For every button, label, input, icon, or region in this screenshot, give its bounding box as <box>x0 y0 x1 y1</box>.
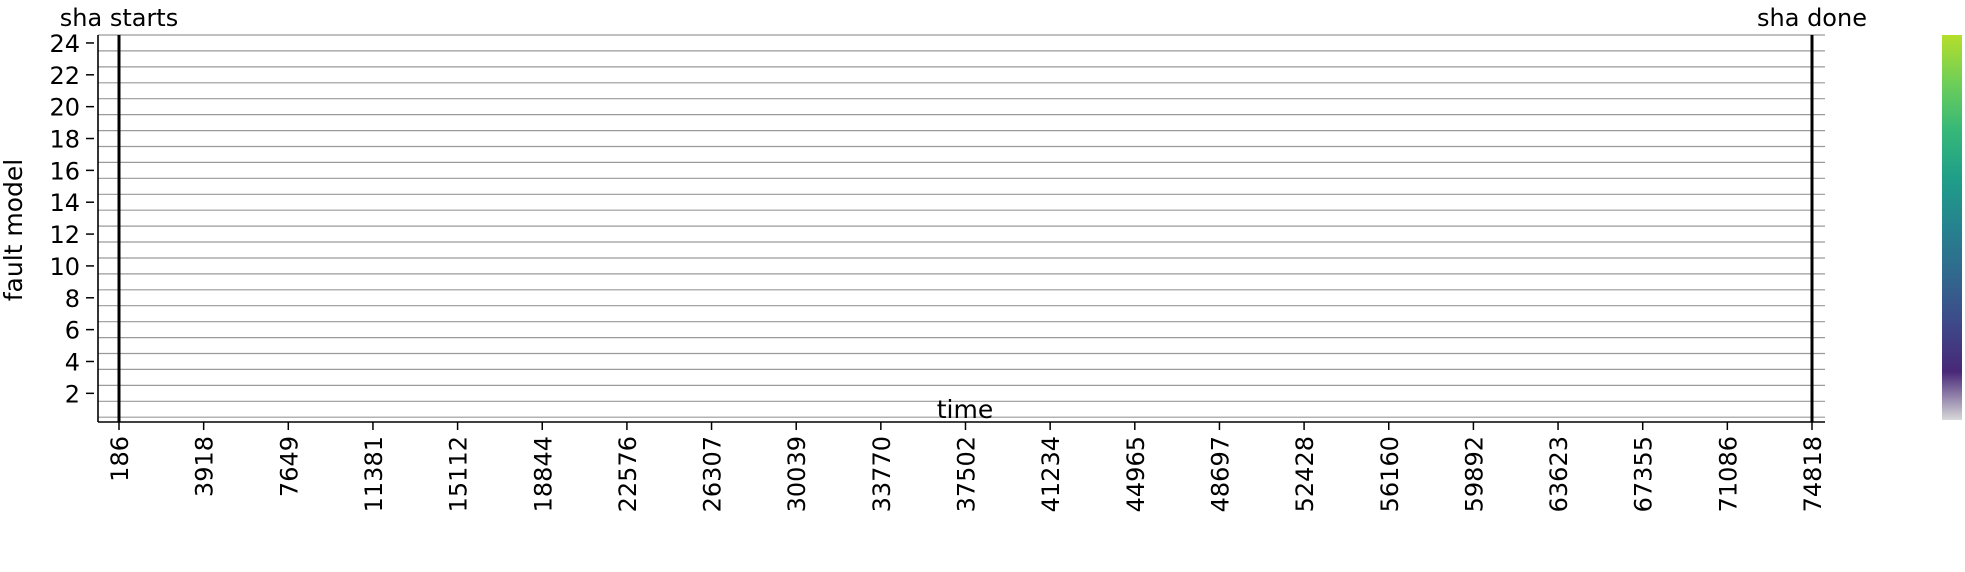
y-tick-label: 12 <box>49 221 80 249</box>
x-tick-label: 18844 <box>529 436 557 512</box>
y-tick-label: 10 <box>49 253 80 281</box>
y-tick-label: 22 <box>49 62 80 90</box>
x-tick-label: 74818 <box>1799 436 1827 512</box>
y-tick-label: 14 <box>49 189 80 217</box>
grid-lines <box>98 34 1825 418</box>
x-tick-label: 59892 <box>1460 436 1488 512</box>
x-tick-label: 52428 <box>1291 436 1319 512</box>
colorbar <box>1942 35 1962 420</box>
x-tick-label: 22576 <box>614 436 642 512</box>
x-tick-label: 48697 <box>1207 436 1235 512</box>
y-tick-label: 8 <box>65 285 80 313</box>
y-tick-label: 24 <box>49 30 80 58</box>
x-tick-label: 7649 <box>275 436 303 497</box>
x-tick-label: 30039 <box>783 436 811 512</box>
x-tick-label: 37502 <box>953 436 981 512</box>
x-tick-label: 26307 <box>699 436 727 512</box>
annotation-label: sha done <box>1757 4 1867 32</box>
annotation-markers <box>117 35 1814 422</box>
y-tick-label: 2 <box>65 380 80 408</box>
x-tick-label: 33770 <box>868 436 896 512</box>
x-tick-label: 41234 <box>1037 436 1065 512</box>
x-axis-ticks: 186 3918 7649 11381 15112 18844 22576 26307 3003… <box>106 422 1827 512</box>
x-tick-label: 186 <box>106 436 134 482</box>
y-tick-label: 20 <box>49 94 80 122</box>
annotation-label: sha starts <box>60 4 178 32</box>
x-tick-label: 63623 <box>1545 436 1573 512</box>
y-tick-label: 6 <box>65 317 80 345</box>
x-axis-label: time <box>937 395 993 424</box>
y-tick-label: 16 <box>49 157 80 185</box>
x-tick-label: 71086 <box>1714 436 1742 512</box>
x-tick-label: 56160 <box>1376 436 1404 512</box>
y-tick-label: 4 <box>65 348 80 376</box>
x-tick-label: 3918 <box>191 436 219 497</box>
y-axis-label: fault model <box>0 159 28 302</box>
y-tick-label: 18 <box>49 126 80 154</box>
x-tick-label: 15112 <box>445 436 473 512</box>
annotations: sha starts sha done <box>60 4 1867 32</box>
x-tick-label: 11381 <box>360 436 388 512</box>
x-tick-label: 67355 <box>1630 436 1658 512</box>
x-tick-label: 44965 <box>1122 436 1150 512</box>
